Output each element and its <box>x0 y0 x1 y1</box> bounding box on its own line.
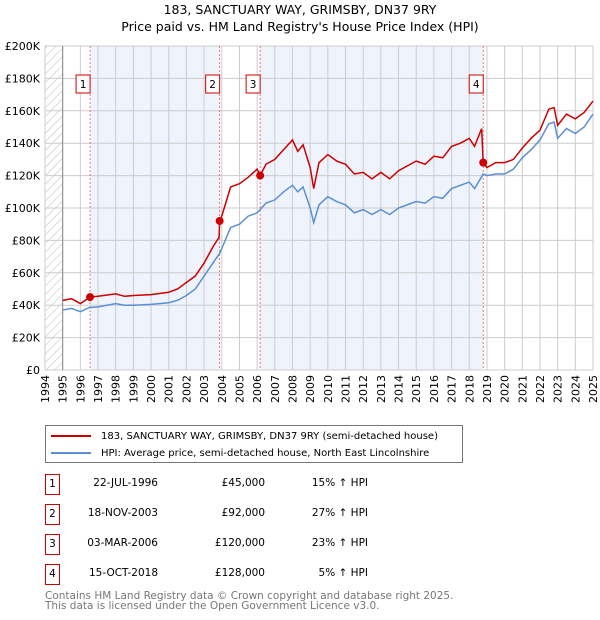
x-tick-label: 1996 <box>74 375 87 403</box>
sale-point <box>479 158 488 167</box>
y-tick-label: £80K <box>12 234 41 247</box>
legend-swatch-red <box>51 435 91 437</box>
y-tick-label: £140K <box>5 137 41 150</box>
x-tick-label: 2024 <box>569 375 582 403</box>
series-line <box>62 113 594 313</box>
sale-number-badge: 1 <box>45 474 60 495</box>
y-tick-label: £100K <box>5 202 41 215</box>
x-tick-label: 1999 <box>127 375 140 403</box>
sale-label-box <box>205 74 221 94</box>
x-tick-label: 2023 <box>552 375 565 403</box>
y-tick-label: £40K <box>12 299 41 312</box>
sale-number-badge: 3 <box>45 534 60 555</box>
sale-label: 1 <box>80 79 87 91</box>
legend-label: HPI: Average price, semi-detached house,… <box>101 447 430 459</box>
y-tick-label: £180K <box>5 72 41 85</box>
sale-row: 3 03-MAR-2006 £120,000 23% ↑ HPI <box>45 534 445 555</box>
x-tick-label: 2007 <box>269 375 282 403</box>
x-tick-label: 2013 <box>375 375 388 403</box>
sale-row: 2 18-NOV-2003 £92,000 27% ↑ HPI <box>45 504 445 525</box>
sale-point <box>86 293 95 302</box>
footer-licence: This data is licensed under the Open Gov… <box>45 600 380 612</box>
sale-date: 18-NOV-2003 <box>87 507 158 519</box>
sale-price: £92,000 <box>221 507 265 519</box>
sale-date: 15-OCT-2018 <box>89 567 158 579</box>
sale-point <box>256 171 265 180</box>
sale-label: 4 <box>473 79 480 91</box>
legend: 183, SANCTUARY WAY, GRIMSBY, DN37 9RY (s… <box>45 425 463 463</box>
footer-copyright: Contains HM Land Registry data © Crown c… <box>45 590 454 602</box>
y-tick-label: £160K <box>5 105 41 118</box>
sale-hpi-diff: 27% ↑ HPI <box>311 507 368 519</box>
chart-subtitle: Price paid vs. HM Land Registry's House … <box>121 19 479 34</box>
x-tick-label: 2025 <box>587 375 600 403</box>
sale-label: 2 <box>209 79 216 91</box>
legend-swatch-blue <box>51 452 91 454</box>
sale-number-badge: 4 <box>45 564 60 585</box>
x-tick-label: 1997 <box>92 375 105 403</box>
y-tick-label: £0 <box>26 364 40 377</box>
sale-label-box <box>75 74 91 94</box>
x-tick-label: 2021 <box>516 375 529 403</box>
x-tick-label: 1998 <box>110 375 123 403</box>
x-tick-label: 2011 <box>340 375 353 403</box>
sale-number-badge: 2 <box>45 504 60 525</box>
sale-hpi-diff: 23% ↑ HPI <box>311 537 368 549</box>
x-tick-label: 2009 <box>304 375 317 403</box>
sale-row: 4 15-OCT-2018 £128,000 5% ↑ HPI <box>45 564 445 585</box>
x-tick-label: 2019 <box>481 375 494 403</box>
chart-title: 183, SANCTUARY WAY, GRIMSBY, DN37 9RY <box>163 2 437 17</box>
y-tick-label: £20K <box>12 332 41 345</box>
x-tick-label: 2005 <box>233 375 246 403</box>
sale-label-box <box>468 74 484 94</box>
legend-item-hpi: HPI: Average price, semi-detached house,… <box>51 445 429 461</box>
y-tick-label: £60K <box>12 267 41 280</box>
x-tick-label: 2017 <box>446 375 459 403</box>
x-tick-label: 2014 <box>393 375 406 403</box>
sale-price: £128,000 <box>214 567 265 579</box>
sale-date: 03-MAR-2006 <box>87 537 158 549</box>
price-chart: 1994 1995 1996 1997 1998 1999 2000 2001 2002 2003… <box>5 40 600 403</box>
y-tick-label: £200K <box>5 40 41 53</box>
legend-item-property: 183, SANCTUARY WAY, GRIMSBY, DN37 9RY (s… <box>51 428 438 444</box>
x-tick-label: 2002 <box>180 375 193 403</box>
x-tick-label: 2004 <box>216 375 229 403</box>
x-tick-label: 2022 <box>534 375 547 403</box>
sale-label-box <box>245 74 261 94</box>
x-tick-label: 2012 <box>357 375 370 403</box>
x-tick-label: 2015 <box>410 375 423 403</box>
x-tick-label: 2020 <box>499 375 512 403</box>
sale-date: 22-JUL-1996 <box>93 477 158 489</box>
x-tick-label: 2016 <box>428 375 441 403</box>
sale-hpi-diff: 5% ↑ HPI <box>318 567 368 579</box>
x-tick-label: 2003 <box>198 375 211 403</box>
x-tick-label: 2010 <box>322 375 335 403</box>
x-tick-label: 2008 <box>286 375 299 403</box>
x-tick-label: 1994 <box>39 375 52 403</box>
x-tick-label: 1995 <box>57 375 70 403</box>
x-tick-label: 2001 <box>163 375 176 403</box>
x-tick-label: 2000 <box>145 375 158 403</box>
sale-hpi-diff: 15% ↑ HPI <box>311 477 368 489</box>
y-tick-label: £120K <box>5 170 41 183</box>
sale-point <box>215 216 224 225</box>
sale-price: £120,000 <box>214 537 265 549</box>
series-line <box>62 100 594 305</box>
sale-row: 1 22-JUL-1996 £45,000 15% ↑ HPI <box>45 474 445 495</box>
x-tick-label: 2018 <box>463 375 476 403</box>
legend-label: 183, SANCTUARY WAY, GRIMSBY, DN37 9RY (s… <box>101 430 438 442</box>
sale-label: 3 <box>250 79 257 91</box>
sale-price: £45,000 <box>221 477 265 489</box>
x-tick-label: 2006 <box>251 375 264 403</box>
